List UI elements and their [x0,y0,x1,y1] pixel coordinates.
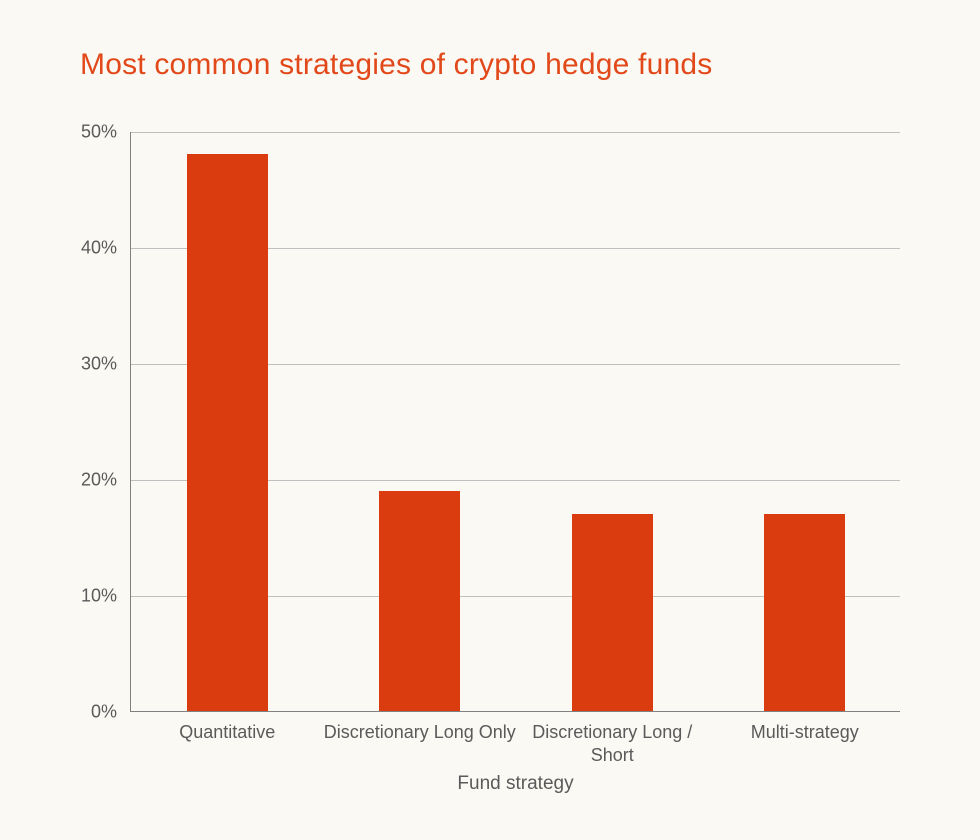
chart-container: Most common strategies of crypto hedge f… [0,0,980,840]
x-tick-label: Multi-strategy [709,721,902,744]
x-tick-label: Discretionary Long Only [324,721,517,744]
bar [187,154,268,711]
y-tick-label: 50% [81,122,117,143]
bar [379,491,460,711]
y-tick-label: 30% [81,354,117,375]
chart-title: Most common strategies of crypto hedge f… [80,48,712,82]
y-tick-label: 10% [81,586,117,607]
bar [764,514,845,711]
plot-area: 0%10%20%30%40%50%QuantitativeDiscretiona… [130,132,900,712]
y-tick-label: 20% [81,470,117,491]
y-tick-label: 40% [81,238,117,259]
x-tick-label: Discretionary Long / Short [516,721,709,766]
x-tick-label: Quantitative [131,721,324,744]
bar [572,514,653,711]
x-axis-title: Fund strategy [131,773,900,795]
gridline [131,132,900,133]
y-tick-label: 0% [91,702,117,723]
